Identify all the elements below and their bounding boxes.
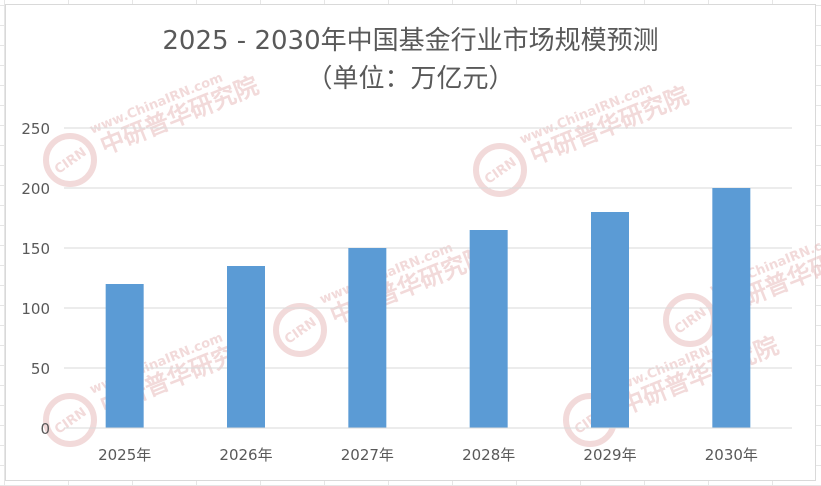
x-tick-label: 2030年 [705,446,758,464]
x-tick-label: 2029年 [583,446,636,464]
bar [227,266,265,428]
bar [591,212,629,428]
chart-title: 2025 - 2030年中国基金行业市场规模预测 [162,26,659,56]
y-tick-label: 200 [21,180,50,198]
bar [105,284,144,428]
bar [348,248,387,428]
x-tick-label: 2025年 [98,446,151,464]
y-tick-label: 100 [21,300,50,318]
x-tick-label: 2026年 [219,446,272,464]
bar [469,230,508,428]
y-tick-label: 250 [21,120,50,138]
y-tick-label: 150 [21,240,50,258]
chart-subtitle: （单位：万亿元） [306,64,515,94]
x-tick-label: 2028年 [462,446,515,464]
bar [712,188,751,428]
x-tick-label: 2027年 [341,446,394,464]
y-tick-label: 50 [31,360,50,378]
y-tick-label: 0 [40,420,50,438]
